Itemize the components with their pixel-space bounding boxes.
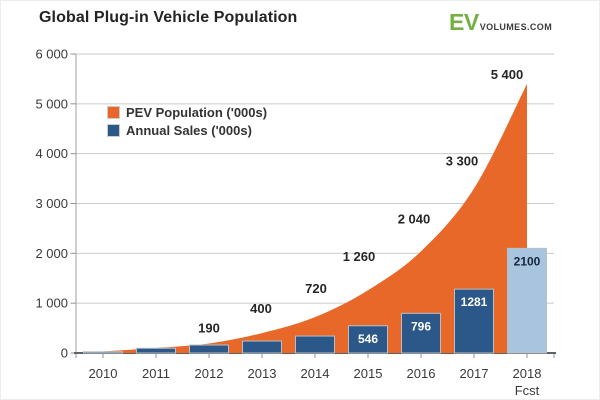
x-tick-label: 2012 — [195, 366, 224, 381]
x-tick-label: 2017 — [460, 366, 489, 381]
area-value-label: 720 — [305, 281, 327, 296]
area-value-label: 400 — [250, 301, 272, 316]
y-tick-label: 2 000 — [35, 246, 68, 261]
logo-ev-text: EV — [449, 9, 479, 35]
area-value-label: 5 400 — [491, 67, 524, 82]
bar-value-label: 1281 — [461, 295, 488, 309]
legend-swatch-annual-sales — [107, 123, 120, 137]
y-tick-label: 0 — [61, 346, 68, 361]
sales-bar — [189, 344, 229, 354]
y-tick-label: 6 000 — [35, 47, 68, 62]
sales-bar — [136, 347, 176, 354]
y-tick-label: 1 000 — [35, 296, 68, 311]
x-tick-label: 2016 — [407, 366, 436, 381]
area-value-label: 2 040 — [398, 211, 431, 226]
y-tick-label: 4 000 — [35, 146, 68, 161]
bar-value-label: 546 — [358, 332, 378, 346]
sales-bar — [295, 335, 335, 354]
area-value-label: 1 260 — [343, 249, 376, 264]
sales-bar — [83, 351, 123, 354]
legend-label-annual-sales: Annual Sales ('000s) — [126, 122, 252, 138]
sales-bar — [401, 312, 441, 354]
pev-population-area — [103, 83, 527, 354]
logo-domain-text: VOLUMES.COM — [479, 22, 553, 32]
y-tick-label: 5 000 — [35, 96, 68, 111]
sales-bar-forecast — [507, 247, 547, 354]
x-tick-label: 2011 — [142, 366, 170, 381]
chart-legend: PEV Population ('000s) Annual Sales ('00… — [107, 103, 268, 139]
sales-bar — [242, 340, 282, 354]
bar-value-label: 796 — [411, 319, 431, 333]
chart-title: Global Plug-in Vehicle Population — [39, 9, 298, 26]
x-tick-label: 2015 — [354, 366, 383, 381]
sales-bar — [454, 288, 494, 354]
x-tick-label: 2014 — [301, 366, 330, 381]
x-tick-label: 2018 — [513, 366, 542, 381]
legend-label-pev-population: PEV Population ('000s) — [126, 104, 268, 120]
area-value-label: 190 — [198, 321, 220, 336]
legend-item-annual-sales: Annual Sales ('000s) — [107, 121, 267, 139]
forecast-note-label: Fcst — [515, 383, 540, 398]
legend-swatch-pev-population — [107, 105, 120, 119]
sales-bar — [348, 325, 388, 354]
legend-item-pev-population: PEV Population ('000s) — [107, 103, 268, 121]
x-tick-label: 2010 — [89, 366, 118, 381]
area-value-label: 3 300 — [446, 154, 479, 169]
bar-value-label: 2100 — [514, 254, 541, 268]
x-tick-label: 2013 — [248, 366, 277, 381]
y-tick-label: 3 000 — [35, 196, 68, 211]
evvolumes-logo: EV VOLUMES.COM — [449, 9, 552, 36]
